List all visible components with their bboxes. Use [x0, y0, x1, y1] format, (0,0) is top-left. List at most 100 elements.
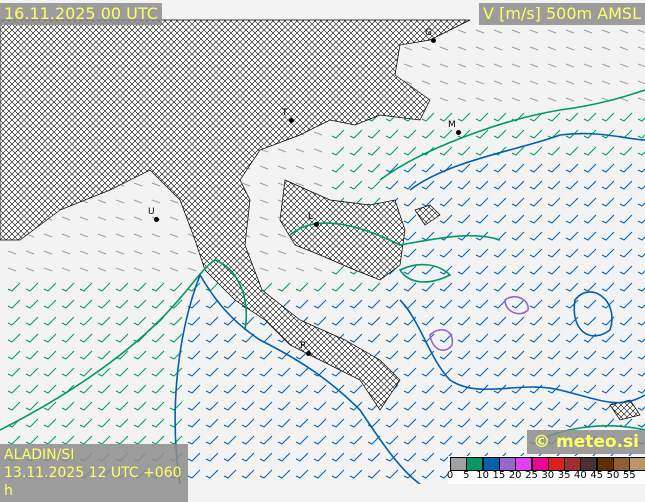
city-label: G: [425, 28, 432, 38]
wind-barb: [295, 418, 309, 428]
wind-barb: [25, 282, 39, 292]
wind-barb: [475, 231, 489, 241]
wind-barb: [115, 267, 125, 272]
wind-barb: [457, 97, 467, 102]
wind-barb: [187, 418, 201, 428]
wind-barb: [637, 355, 645, 360]
wind-barb: [133, 250, 143, 255]
wind-barb: [457, 146, 471, 156]
wind-barb: [259, 401, 273, 411]
wind-barb: [7, 316, 21, 326]
wind-barb: [511, 435, 525, 445]
wind-barb: [187, 282, 201, 292]
wind-barb: [565, 299, 579, 309]
model-info: ALADIN/SI 13.11.2025 12 UTC +060 h: [0, 444, 188, 502]
wind-barb: [475, 214, 489, 224]
wind-barb: [403, 316, 417, 326]
wind-barb: [637, 406, 645, 411]
wind-barb: [349, 180, 363, 190]
wind-barb: [25, 367, 39, 377]
wind-barb: [583, 97, 593, 102]
wind-barb: [637, 29, 645, 34]
legend-tick: 35: [557, 470, 571, 481]
wind-barb: [115, 418, 129, 428]
wind-barb: [403, 401, 417, 411]
wind-barb: [565, 350, 579, 360]
wind-barb: [511, 63, 521, 68]
wind-barb: [529, 112, 543, 122]
wind-barb: [493, 367, 507, 377]
wind-barb: [511, 367, 525, 377]
legend-tick: 45: [590, 470, 604, 481]
wind-barb: [403, 197, 417, 207]
wind-barb: [457, 231, 471, 241]
wind-barb: [169, 216, 179, 221]
wind-barb: [475, 248, 489, 258]
wind-barb: [637, 134, 645, 139]
wind-barb: [205, 452, 219, 462]
wind-barb: [493, 29, 503, 34]
wind-barb: [403, 418, 417, 428]
city-marker: [314, 222, 319, 227]
wind-barb: [205, 350, 219, 360]
wind-contours-10: [174, 132, 645, 484]
wind-barb: [61, 435, 75, 445]
wind-barb: [223, 299, 237, 309]
legend-tick: 5: [463, 470, 470, 481]
wind-barb: [565, 401, 579, 411]
wind-barb: [259, 435, 273, 445]
wind-barb: [637, 270, 645, 275]
wind-barb: [439, 333, 453, 343]
wind-barb: [403, 46, 413, 51]
wind-barb: [493, 97, 503, 102]
wind-barb: [493, 63, 503, 68]
wind-barb: [547, 265, 561, 275]
wind-barb: [43, 250, 53, 255]
wind-barb: [565, 418, 579, 428]
wind-barb: [439, 299, 453, 309]
wind-barb: [547, 180, 561, 190]
wind-barb: [583, 265, 597, 275]
wind-barb: [439, 63, 449, 68]
wind-barb: [259, 418, 273, 428]
wind-barb: [529, 197, 543, 207]
wind-barb: [511, 46, 521, 51]
wind-barb: [421, 63, 431, 68]
wind-barb: [457, 316, 471, 326]
wind-barb: [583, 299, 597, 309]
wind-barb: [79, 333, 93, 343]
wind-barb: [7, 384, 21, 394]
legend-swatch: [531, 457, 549, 471]
hatched-terrain: [0, 19, 641, 421]
wind-barb: [277, 452, 291, 462]
wind-barb: [79, 316, 93, 326]
wind-barb: [475, 146, 489, 156]
wind-barb: [421, 367, 435, 377]
wind-barb: [331, 401, 345, 411]
wind-barb: [349, 333, 363, 343]
wind-barb: [115, 435, 129, 445]
wind-barb: [637, 253, 645, 258]
wind-barb: [367, 316, 381, 326]
wind-barb: [61, 216, 71, 221]
wind-barb: [565, 180, 579, 190]
wind-barb: [205, 384, 219, 394]
wind-barb: [439, 80, 449, 85]
wind-barb: [493, 163, 507, 173]
wind-barb: [385, 146, 399, 156]
wind-barb: [403, 435, 417, 445]
wind-barb: [601, 112, 615, 122]
wind-barb: [61, 233, 71, 238]
wind-barb: [79, 233, 89, 238]
wind-barb: [493, 80, 503, 85]
wind-barb: [601, 384, 615, 394]
wind-barb: [7, 350, 21, 360]
wind-barb: [151, 299, 165, 309]
city-marker: [456, 130, 461, 135]
wind-barb: [223, 418, 237, 428]
wind-barb: [583, 350, 597, 360]
city-label: T: [282, 108, 288, 118]
wind-barb: [511, 231, 525, 241]
wind-barb: [475, 401, 489, 411]
wind-barb: [583, 80, 593, 85]
